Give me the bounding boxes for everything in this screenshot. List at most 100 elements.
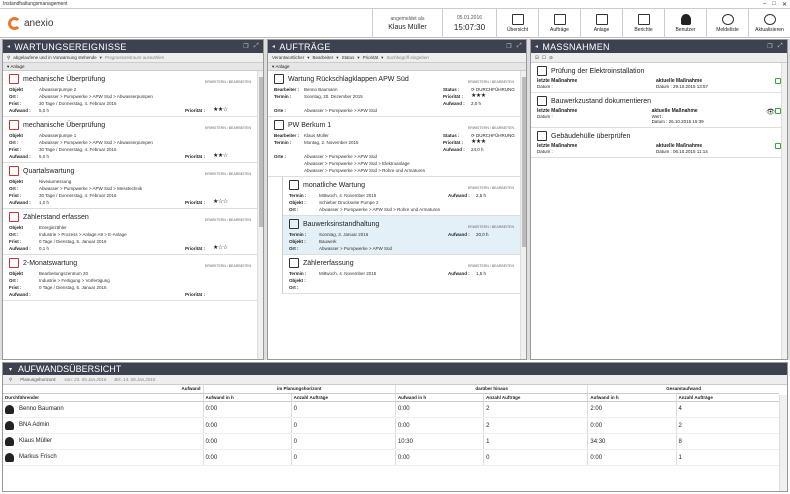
col-effort-h[interactable]: Aufwand in h xyxy=(394,393,484,402)
horizon-from[interactable]: von: 23. 05.Jan.2016 xyxy=(64,377,107,382)
measures-list[interactable]: Prüfung der Elektroinstallation letzte M… xyxy=(531,63,787,359)
eye-icon[interactable]: 👁 xyxy=(766,109,776,116)
maintenance-card[interactable]: mechanische Überprüfung ERWEITERN / BEAR… xyxy=(3,71,263,117)
effort-horizon: 0:00 xyxy=(202,401,292,418)
chevron-down-icon[interactable]: ▾ xyxy=(272,63,276,69)
order-title: PW Berkum 1 xyxy=(288,121,332,129)
orders-list[interactable]: Wartung Rückschlagklappen APW Süd ERWEIT… xyxy=(268,71,526,359)
col-orders[interactable]: Anzahl Aufträge xyxy=(483,393,588,402)
maintenance-filter-value[interactable]: abgelaufene und in Vorwarnung stehende xyxy=(13,55,97,60)
expand-edit-link[interactable]: ERWEITERN / BEARBEITEN xyxy=(204,264,251,268)
col-performer[interactable]: Durchführender xyxy=(3,393,203,402)
expand-edit-link[interactable]: ERWEITERN / BEARBEITEN xyxy=(467,264,514,268)
effort-panel: ▾ AUFWANDSÜBERSICHT ⚲ Planungshorizont: … xyxy=(2,362,788,492)
minimize-icon[interactable]: – xyxy=(763,0,767,7)
measure-card[interactable]: Prüfung der Elektroinstallation letzte M… xyxy=(531,63,787,93)
maximize-icon[interactable]: □ xyxy=(772,0,776,7)
col-effort-h[interactable]: Aufwand in h xyxy=(202,393,292,402)
table-row[interactable]: Markus Frisch 0:00 0 0:00 0 0:00 1 xyxy=(3,449,779,466)
task-card[interactable]: monatliche Wartung ERWEITERN / BEARBEITE… xyxy=(283,177,526,216)
maintenance-card[interactable]: Zählerstand erfassen ERWEITERN / BEARBEI… xyxy=(3,209,263,255)
table-row[interactable]: BNA Admin 0:00 0 0:00 2 0:00 2 xyxy=(3,417,779,434)
expand-edit-link[interactable]: ERWEITERN / BEARBEITEN xyxy=(204,172,251,176)
chevron-down-icon[interactable]: ▾ xyxy=(7,63,11,69)
overview-icon xyxy=(511,13,524,25)
expand-edit-link[interactable]: ERWEITERN / BEARBEITEN xyxy=(467,186,514,190)
order-card[interactable]: Wartung Rückschlagklappen APW Süd ERWEIT… xyxy=(268,71,526,117)
maintenance-list[interactable]: mechanische Überprüfung ERWEITERN / BEAR… xyxy=(3,71,263,359)
maintenance-filter[interactable]: ⚲ abgelaufene und in Vorwarnung stehende… xyxy=(3,53,263,63)
maintenance-card[interactable]: 2-Monatswartung ERWEITERN / BEARBEITEN O… xyxy=(3,255,263,301)
filter-priority[interactable]: Priorität xyxy=(362,55,379,60)
close-icon[interactable]: ✕ xyxy=(781,1,787,8)
filter-status[interactable]: Status xyxy=(341,55,355,60)
task-card[interactable]: Bauwerksinstandhaltung ERWEITERN / BEARB… xyxy=(283,216,526,255)
maintenance-card[interactable]: Quartalswartung ERWEITERN / BEARBEITEN O… xyxy=(3,163,263,209)
check-all-icon[interactable]: ☑ xyxy=(535,54,540,60)
location-value: Abwasser > Pumpwerke > APW Süd > Rohre u… xyxy=(319,207,441,212)
filter-editor[interactable]: Bearbeiter xyxy=(312,55,334,60)
forecast-range-link[interactable]: Prognosezeitraum auswählen xyxy=(104,55,165,60)
window-icon[interactable]: ❐ xyxy=(767,44,773,50)
col-orders[interactable]: Anzahl Aufträge xyxy=(675,393,779,402)
orders-group[interactable]: ▾ Anlage xyxy=(268,63,526,71)
window-icon[interactable]: ❐ xyxy=(506,44,512,50)
expand-edit-link[interactable]: ERWEITERN / BEARBEITEN xyxy=(467,80,514,84)
reports-button[interactable]: Berichte xyxy=(622,8,664,38)
measure-card[interactable]: Bauwerkzustand dokumentieren letzte Maßn… xyxy=(531,93,787,128)
orders-button[interactable]: Aufträge xyxy=(538,8,580,38)
scrollbar[interactable] xyxy=(779,395,787,491)
maintenance-panel: ◂ WARTUNGSEREIGNISSE ❐ ⤢ ⚲ abgelaufene un… xyxy=(2,39,264,360)
collapse-arrow-icon[interactable]: ◂ xyxy=(535,44,539,50)
done-checkbox[interactable] xyxy=(775,78,781,84)
users-button[interactable]: Benutzer xyxy=(664,8,706,38)
task-card[interactable]: Zählererfassung ERWEITERN / BEARBEITEN T… xyxy=(283,255,526,294)
expand-edit-link[interactable]: ERWEITERN / BEARBEITEN xyxy=(204,218,251,222)
measure-card[interactable]: Gebäudehülle überprüfen letzte Maßnahme D… xyxy=(531,128,787,158)
col-orders[interactable]: Anzahl Aufträge xyxy=(290,393,396,402)
refresh-button[interactable]: Aktualisieren xyxy=(748,8,790,38)
expand-edit-link[interactable]: ERWEITERN / BEARBEITEN xyxy=(467,225,514,229)
search-input[interactable]: Suchbegriff eingeben xyxy=(386,55,429,60)
task-title: monatliche Wartung xyxy=(303,181,365,189)
scrollbar[interactable] xyxy=(781,63,787,359)
brand-name: anexio xyxy=(24,17,54,29)
task-title: Zählererfassung xyxy=(303,259,354,267)
collapse-arrow-icon[interactable]: ◂ xyxy=(7,44,11,50)
expand-icon[interactable]: ⤢ xyxy=(516,43,522,49)
order-card[interactable]: PW Berkum 1 ERWEITERN / BEARBEITEN Bearb… xyxy=(268,117,526,177)
expand-edit-link[interactable]: ERWEITERN / BEARBEITEN xyxy=(204,126,251,130)
maintenance-group[interactable]: ▾ Anlage xyxy=(3,63,263,71)
collapse-arrow-icon[interactable]: ▾ xyxy=(9,366,13,373)
horizon-to[interactable]: Bis: 14. 06.Jan.2016 xyxy=(114,377,156,382)
uncheck-icon[interactable]: ☐ xyxy=(542,54,547,60)
overview-button[interactable]: Übersicht xyxy=(496,8,538,38)
effort-total: 0:00 xyxy=(587,417,677,434)
col-effort-h[interactable]: Aufwand in h xyxy=(587,393,677,402)
expand-icon[interactable]: ⤢ xyxy=(253,43,259,49)
scrollbar[interactable] xyxy=(520,71,526,359)
expand-edit-link[interactable]: ERWEITERN / BEARBEITEN xyxy=(467,126,514,130)
dropdown-arrow-icon[interactable]: ▾ xyxy=(99,54,102,60)
expand-edit-link[interactable]: ERWEITERN / BEARBEITEN xyxy=(204,80,251,84)
orders-total: 4 xyxy=(675,401,779,418)
expand-icon[interactable]: ⤢ xyxy=(777,43,783,49)
table-row[interactable]: Klaus Müller 0:00 0 10:30 1 34:30 8 xyxy=(3,433,779,450)
facility-button[interactable]: Anlage xyxy=(580,8,622,38)
alert-list-button[interactable]: Meldeliste xyxy=(706,8,748,38)
calendar-alert-icon xyxy=(9,120,19,130)
filter-responsible[interactable]: Verantwortlicher xyxy=(272,55,305,60)
done-checkbox[interactable] xyxy=(775,108,782,114)
cancel-icon[interactable]: ⊘ xyxy=(549,54,553,60)
scrollbar[interactable] xyxy=(257,71,263,359)
object-value: Abwasserpumpe 2 xyxy=(39,87,77,92)
maintenance-card[interactable]: mechanische Überprüfung ERWEITERN / BEAR… xyxy=(3,117,263,163)
collapse-arrow-icon[interactable]: ◂ xyxy=(272,44,276,50)
window-icon[interactable]: ❐ xyxy=(243,44,249,50)
priority-stars: ★★☆ xyxy=(213,107,228,113)
current-date: 29.10.2015 13:57 xyxy=(673,84,709,89)
table-row[interactable]: Benno Baumann 0:00 0 0:00 2 2:00 4 xyxy=(3,401,779,418)
refresh-icon xyxy=(763,13,776,25)
group-header-horizon: im Planungshorizont xyxy=(202,385,396,394)
done-checkbox[interactable] xyxy=(775,143,781,149)
